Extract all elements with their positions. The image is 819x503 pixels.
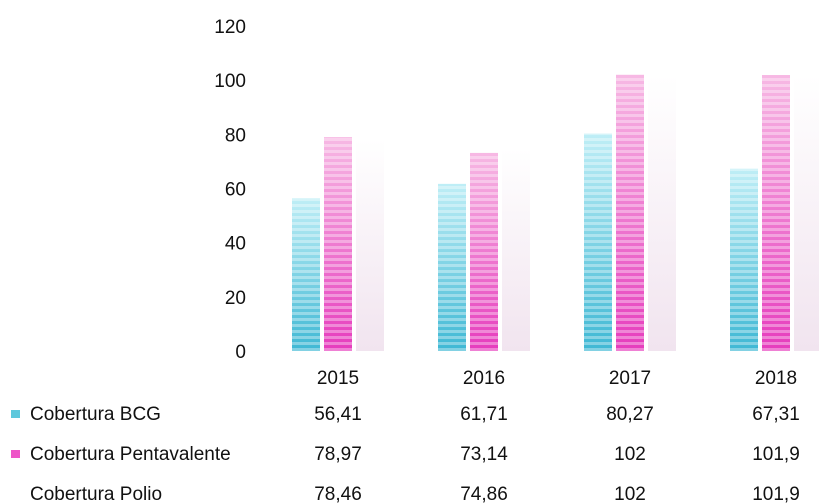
data-table-value: 61,71 bbox=[460, 404, 508, 425]
data-table-value: 56,41 bbox=[314, 404, 362, 425]
data-table-value: 78,46 bbox=[314, 484, 362, 503]
legend-series-name: Cobertura BCG bbox=[30, 404, 161, 425]
y-tick-label: 40 bbox=[225, 234, 246, 255]
data-table-value: 102 bbox=[614, 484, 646, 503]
y-tick-label: 20 bbox=[225, 288, 246, 309]
bars bbox=[292, 74, 819, 351]
data-table-value: 73,14 bbox=[460, 444, 508, 465]
data-table-value: 102 bbox=[614, 444, 646, 465]
x-tick-label: 2017 bbox=[609, 368, 651, 389]
data-table-value: 74,86 bbox=[460, 484, 508, 503]
bar-texture bbox=[762, 75, 790, 351]
y-tick-label: 100 bbox=[214, 71, 246, 92]
data-table-value: 67,31 bbox=[752, 404, 800, 425]
x-tick-label: 2015 bbox=[317, 368, 359, 389]
bar-texture bbox=[292, 198, 320, 351]
bar-cobertura-polio-2016 bbox=[502, 148, 530, 351]
y-tick-label: 120 bbox=[214, 17, 246, 38]
bar-texture bbox=[730, 168, 758, 351]
data-table: Cobertura BCG 56,41 61,71 80,27 67,31 Cobertu… bbox=[11, 404, 800, 503]
x-tick-label: 2016 bbox=[463, 368, 505, 389]
bar-texture bbox=[616, 74, 644, 351]
legend-series-name: Cobertura Polio bbox=[30, 484, 162, 503]
y-tick-label: 80 bbox=[225, 125, 246, 146]
data-table-value: 101,9 bbox=[752, 444, 800, 465]
data-table-value: 80,27 bbox=[606, 404, 654, 425]
bar-texture bbox=[438, 183, 466, 351]
bar-cobertura-polio-2017 bbox=[648, 74, 676, 351]
bar-texture bbox=[584, 133, 612, 351]
data-table-value: 78,97 bbox=[314, 444, 362, 465]
y-tick-label: 0 bbox=[235, 342, 246, 363]
x-axis: 2015 2016 2017 2018 bbox=[317, 368, 797, 389]
bar-cobertura-polio-2015 bbox=[356, 138, 384, 351]
legend-series-name: Cobertura Pentavalente bbox=[30, 444, 231, 465]
bar-texture bbox=[324, 137, 352, 351]
x-tick-label: 2018 bbox=[755, 368, 797, 389]
bar-cobertura-polio-2018 bbox=[794, 75, 819, 351]
y-axis: 0 20 40 60 80 100 120 bbox=[214, 17, 246, 363]
data-table-value: 101,9 bbox=[752, 484, 800, 503]
legend-swatch bbox=[11, 410, 20, 418]
y-tick-label: 60 bbox=[225, 180, 246, 201]
bar-texture bbox=[470, 152, 498, 351]
legend-swatch bbox=[11, 450, 20, 458]
